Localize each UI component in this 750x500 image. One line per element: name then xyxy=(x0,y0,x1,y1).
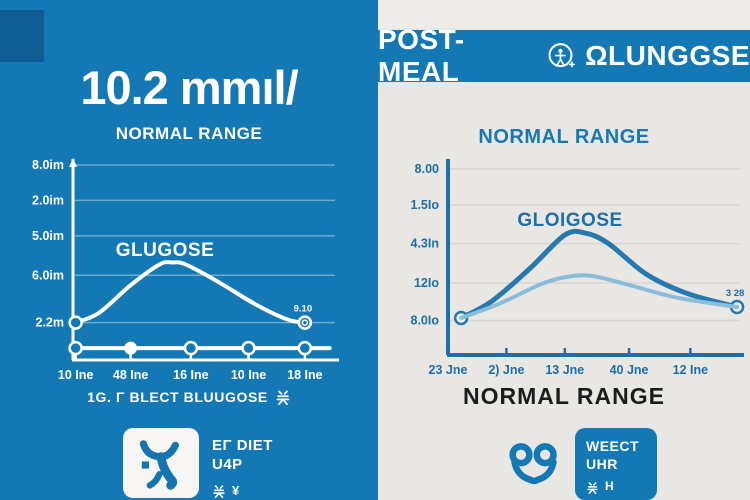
left-panel: 10.2 mmıl/ NORMAL RANGE 8.0im 2.0im 5.0im 6… xyxy=(0,0,378,500)
left-caption-text: 1G. Γ BLECT BLUUGOSE xyxy=(87,389,268,405)
left-series-label: GLUGOSE xyxy=(115,240,215,261)
data-marker xyxy=(297,315,313,330)
diet-figure-icon xyxy=(139,440,179,490)
cjk-glyph-icon xyxy=(275,389,291,405)
normal-curve xyxy=(459,273,740,320)
corner-square xyxy=(0,10,44,62)
heart-glasses-icon xyxy=(509,443,557,485)
post-meal-banner: POST-MEAL ΩLUNGGSE xyxy=(378,24,750,87)
post-meal-glucose-chart: 8.00 1.5Io 4.3In 12Io 8.0Io 23 Jne 2) Jne 13 Jn… xyxy=(385,155,747,390)
marker-annotation: 9.10 xyxy=(294,304,313,315)
top-strip xyxy=(378,0,750,28)
tracker-card-line1: WEECT xyxy=(586,438,640,454)
tracker-card-glyph-text: H xyxy=(605,479,615,494)
data-marker xyxy=(68,340,83,356)
data-marker xyxy=(183,340,199,356)
right-subtitle: NORMAL RANGE xyxy=(478,126,650,148)
x-tick-label: 10 Ine xyxy=(58,368,93,382)
y-tick-label: 5.0im xyxy=(32,229,64,243)
y-tick-label: 8.00 xyxy=(415,162,439,176)
marker-annotation: 3 28 xyxy=(726,288,745,299)
fasting-glucose-chart: 8.0im 2.0im 5.0im 6.0im 2.2m 10 Ine 48 Ine 16 I… xyxy=(15,158,365,390)
data-marker xyxy=(68,315,83,330)
banner-title-right: ΩLUNGGSE xyxy=(585,40,750,71)
tracker-card[interactable]: WEECT UHR H xyxy=(575,428,657,500)
data-marker-inner xyxy=(301,319,309,326)
right-footer-label: NORMAL RANGE xyxy=(463,383,665,409)
left-chart-canvas: 8.0im 2.0im 5.0im 6.0im 2.2m 10 Ine 48 Ine 16 I… xyxy=(32,158,339,382)
y-axis-arrow xyxy=(69,158,77,167)
glucose-reading: 10.2 mmıl/ xyxy=(80,61,298,114)
x-tick-label: 18 Ine xyxy=(287,368,322,382)
y-tick-label: 2.0im xyxy=(32,193,64,207)
cjk-glyph-icon xyxy=(212,484,226,498)
right-chart-canvas: 8.00 1.5Io 4.3In 12Io 8.0Io 23 Jne 2) Jne 13 Jn… xyxy=(411,159,745,377)
left-subtitle: NORMAL RANGE xyxy=(115,124,263,143)
left-footer: EΓ DIET U4P ¥ xyxy=(123,428,273,499)
y-tick-label: 8.0Io xyxy=(411,313,440,327)
data-marker-filled xyxy=(124,341,138,355)
y-tick-label: 8.0im xyxy=(32,158,64,172)
post-meal-curve xyxy=(458,228,740,321)
diet-card-line1: EΓ DIET xyxy=(212,437,273,454)
right-panel: POST-MEAL ΩLUNGGSE NORMAL RANGE xyxy=(378,0,750,500)
y-tick-label: 4.3In xyxy=(411,237,440,251)
glucose-curve xyxy=(73,260,307,325)
x-tick-label: 16 Ine xyxy=(173,368,208,382)
diet-card[interactable] xyxy=(123,428,199,498)
circled-figure-icon xyxy=(548,43,576,68)
data-marker xyxy=(297,340,313,356)
x-tick-label: 12 Ine xyxy=(673,363,708,377)
diet-card-text: EΓ DIET U4P ¥ xyxy=(212,428,273,499)
x-tick-label: 2) Jne xyxy=(488,363,524,377)
right-series-label: GLOIGOSE xyxy=(517,210,623,231)
x-tick-label: 13 Jne xyxy=(545,363,584,377)
x-tick-label: 40 Jne xyxy=(610,363,649,377)
x-tick-label: 23 Jne xyxy=(429,363,468,377)
tracker-card-line2: UHR xyxy=(586,456,618,473)
y-tick-label: 2.2m xyxy=(36,316,65,330)
data-marker xyxy=(241,340,256,356)
y-tick-label: 1.5Io xyxy=(411,198,440,212)
y-tick-label: 12Io xyxy=(414,276,439,290)
x-tick-label: 10 Ine xyxy=(231,368,266,382)
cjk-glyph-icon xyxy=(586,481,599,494)
y-tick-label: 6.0im xyxy=(32,268,64,282)
left-caption: 1G. Γ BLECT BLUUGOSE xyxy=(0,389,378,405)
x-tick-label: 48 Ine xyxy=(113,368,148,382)
right-footer: WEECT UHR H xyxy=(508,428,657,500)
banner-title-left: POST-MEAL xyxy=(378,24,465,87)
diet-card-line2: U4P xyxy=(212,455,243,473)
diet-card-glyph-text: ¥ xyxy=(232,482,240,498)
